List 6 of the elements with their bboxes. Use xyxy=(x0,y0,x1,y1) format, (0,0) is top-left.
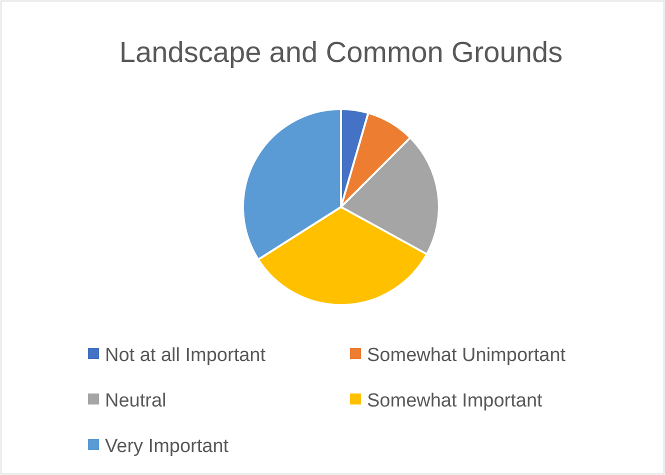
chart-title: Landscape and Common Grounds xyxy=(119,37,563,69)
legend-label: Somewhat Unimportant xyxy=(367,345,566,366)
legend-label: Very Important xyxy=(105,436,230,457)
legend-label: Somewhat Important xyxy=(367,390,544,412)
legend-label: Neutral xyxy=(105,390,166,412)
legend-label: Not at all Important xyxy=(105,345,266,366)
